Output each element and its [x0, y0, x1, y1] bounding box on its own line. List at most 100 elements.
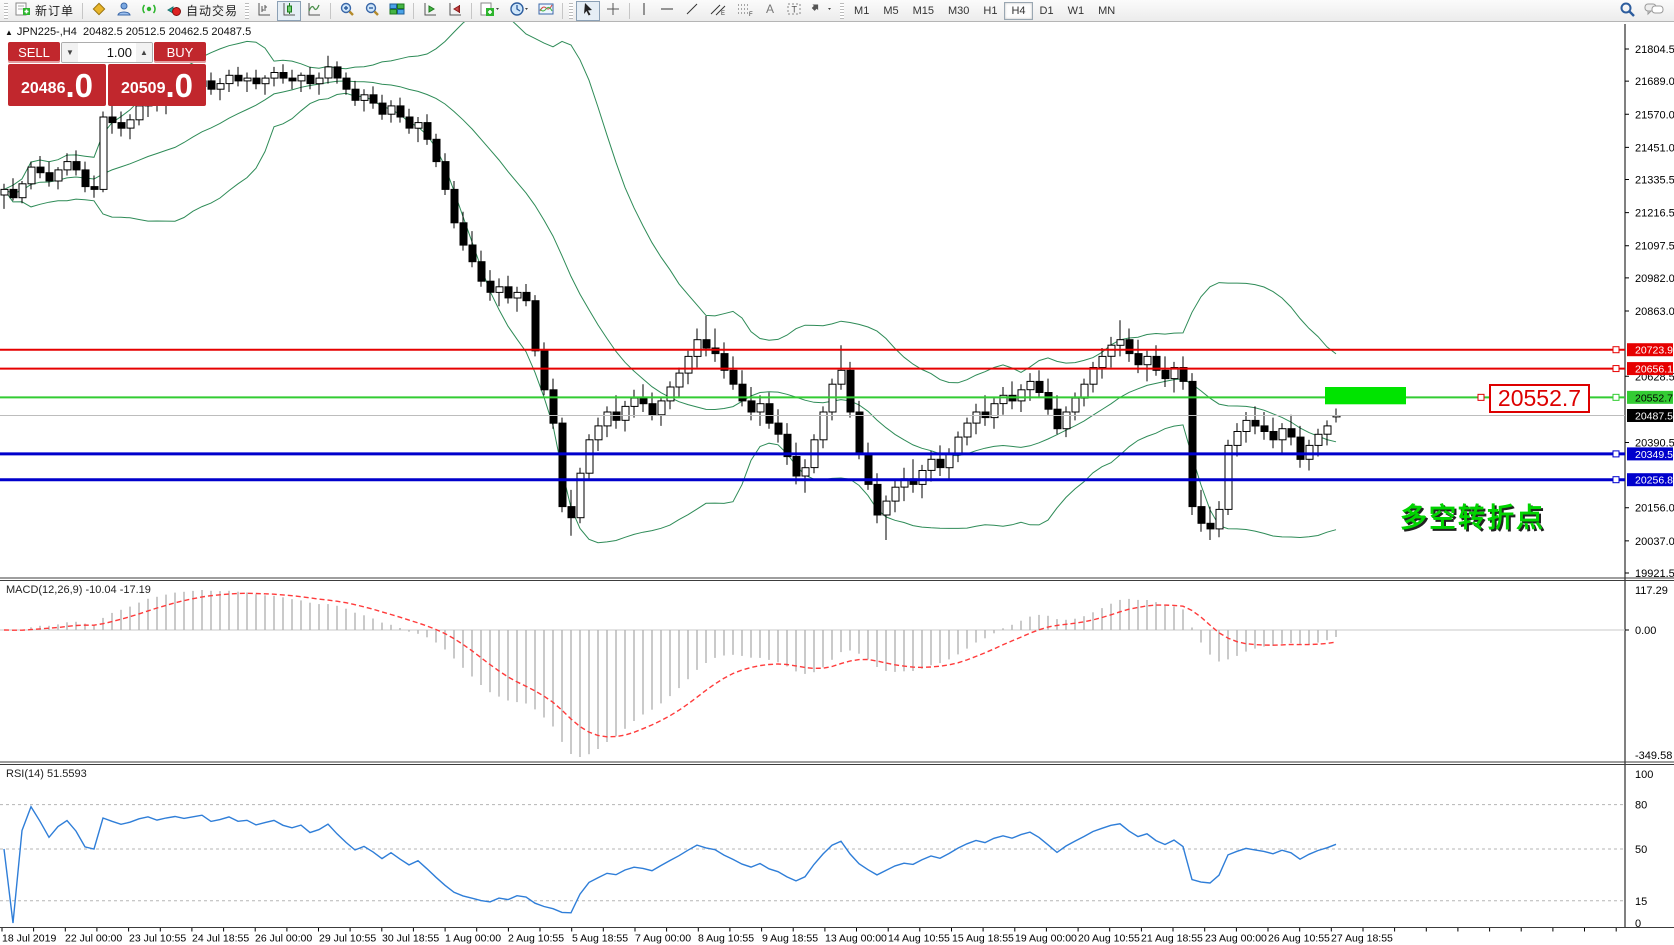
svg-text:30 Jul 18:55: 30 Jul 18:55	[382, 933, 439, 945]
svg-text:24 Jul 18:55: 24 Jul 18:55	[192, 933, 249, 945]
symbol-title: JPN225-,H4	[16, 26, 77, 38]
svg-text:A: A	[766, 2, 774, 16]
time-axis: 18 Jul 2019 22 Jul 00:00 23 Jul 10:55 24 Ju…	[1, 928, 1617, 945]
bar-chart-type-button[interactable]	[252, 1, 276, 21]
svg-text:-349.58: -349.58	[1635, 750, 1672, 762]
buy-button[interactable]: BUY	[154, 42, 206, 63]
rsi-indicator-label: RSI(14) 51.5593	[6, 768, 87, 780]
candlestick-type-button[interactable]	[277, 0, 302, 21]
gold-diamond-icon	[91, 1, 107, 20]
volume-decrease-button[interactable]: ▼	[62, 43, 78, 62]
buy-price[interactable]: 20509.0	[108, 64, 206, 106]
auto-scroll-button[interactable]	[418, 1, 442, 21]
buy-price-frac: .0	[165, 67, 194, 104]
volume-value[interactable]: 1.00	[106, 45, 132, 60]
sell-button[interactable]: SELL	[8, 42, 60, 63]
timeframe-toolbar: M1 M5 M15 M30 H1 H4 D1 W1 MN	[847, 1, 1122, 20]
svg-text:29 Jul 10:55: 29 Jul 10:55	[319, 933, 376, 945]
svg-text:0: 0	[1635, 918, 1641, 930]
svg-text:21097.5: 21097.5	[1635, 241, 1674, 253]
trendline-tool[interactable]	[680, 1, 704, 21]
tile-windows-button[interactable]	[385, 1, 409, 21]
separator	[330, 2, 332, 19]
timeframe-h4[interactable]: H4	[1004, 1, 1033, 20]
text-label-tool[interactable]: T	[782, 1, 806, 21]
channel-tool[interactable]: E	[705, 1, 731, 21]
horizontal-line-tool[interactable]	[655, 1, 679, 21]
timeframe-mn[interactable]: MN	[1091, 2, 1122, 20]
toolbar-grip[interactable]	[569, 2, 574, 19]
volume-stepper: ▼ 1.00 ▲	[61, 42, 153, 63]
templates-button[interactable]	[534, 1, 558, 21]
macd-indicator-label: MACD(12,26,9) -10.04 -17.19	[6, 584, 151, 596]
svg-text:21335.5: 21335.5	[1635, 175, 1674, 187]
chart-shift-button[interactable]	[443, 1, 467, 21]
market-watch-button[interactable]	[87, 1, 111, 21]
toolbar-grip[interactable]	[840, 2, 845, 19]
collapse-marker-icon[interactable]: ▲	[5, 28, 13, 37]
separator	[82, 2, 84, 19]
signal-icon	[141, 1, 157, 20]
timeframe-d1[interactable]: D1	[1033, 2, 1061, 20]
text-tool[interactable]: A	[759, 1, 781, 21]
svg-text:13 Aug 00:00: 13 Aug 00:00	[825, 933, 887, 945]
timeframe-m15[interactable]: M15	[906, 2, 941, 20]
svg-text:23 Jul 10:55: 23 Jul 10:55	[129, 933, 186, 945]
timeframe-m1[interactable]: M1	[847, 2, 876, 20]
candlestick-icon	[281, 1, 297, 20]
vertical-line-icon	[638, 1, 650, 20]
person-icon	[116, 1, 132, 20]
svg-text:21451.0: 21451.0	[1635, 142, 1674, 154]
new-order-label: 新订单	[35, 4, 75, 18]
svg-text:27 Aug 18:55: 27 Aug 18:55	[1331, 933, 1393, 945]
fibonacci-tool[interactable]: F	[732, 1, 758, 21]
svg-text:26 Jul 00:00: 26 Jul 00:00	[255, 933, 312, 945]
period-button[interactable]	[505, 1, 533, 21]
turning-point-annotation: 多空转折点	[1400, 503, 1545, 533]
zoom-in-button[interactable]	[335, 1, 359, 21]
svg-text:80: 80	[1635, 800, 1647, 812]
separator	[471, 2, 473, 19]
fibonacci-icon: F	[736, 1, 754, 20]
macd-panel: 117.29 0.00 -349.58	[0, 585, 1672, 762]
accounts-button[interactable]	[112, 1, 136, 21]
sell-price[interactable]: 20486.0	[8, 64, 106, 106]
crosshair-icon	[605, 1, 621, 20]
timeframe-m30[interactable]: M30	[941, 2, 976, 20]
svg-text:0.00: 0.00	[1635, 625, 1656, 637]
arrows-tool[interactable]	[807, 1, 837, 21]
svg-text:15 Aug 18:55: 15 Aug 18:55	[952, 933, 1014, 945]
toolbar: 新订单 自动交易 E F A T M1 M5 M15 M30 H1 H4 D1 W1 MN	[0, 0, 1674, 22]
autotrade-button[interactable]: 自动交易	[162, 1, 242, 21]
timeframe-m5[interactable]: M5	[876, 2, 905, 20]
cursor-button[interactable]	[576, 0, 601, 21]
chat-icon[interactable]	[1644, 1, 1664, 20]
svg-text:20256.8: 20256.8	[1635, 475, 1673, 487]
timeframe-h1[interactable]: H1	[976, 2, 1004, 20]
separator	[413, 2, 415, 19]
chart-canvas[interactable]: 21804.5 21689.0 21570.0 21451.0 21335.5 21216…	[0, 22, 1674, 945]
new-order-button[interactable]: 新订单	[11, 1, 78, 21]
chart-shift-icon	[447, 1, 463, 20]
crosshair-button[interactable]	[601, 1, 625, 21]
zoom-out-button[interactable]	[360, 1, 384, 21]
price-callout-box[interactable]: 20552.7	[1489, 384, 1590, 413]
chart-title: ▲ JPN225-,H4 20482.5 20512.5 20462.5 2048…	[5, 26, 251, 38]
price-axis: 21804.5 21689.0 21570.0 21451.0 21335.5 21216…	[1624, 24, 1674, 928]
signals-button[interactable]	[137, 1, 161, 21]
new-chart-button[interactable]	[476, 1, 504, 21]
svg-text:50: 50	[1635, 844, 1647, 856]
text-A-icon: A	[763, 1, 777, 20]
vertical-line-tool[interactable]	[634, 1, 654, 21]
horizontal-lines[interactable]: 20723.9 20656.1 20552.7 20487.5 20349.5 20256…	[0, 343, 1673, 487]
svg-text:21216.5: 21216.5	[1635, 208, 1674, 220]
line-chart-type-button[interactable]	[302, 1, 326, 21]
svg-text:8 Aug 10:55: 8 Aug 10:55	[698, 933, 754, 945]
timeframe-w1[interactable]: W1	[1061, 2, 1092, 20]
highlight-rectangle[interactable]	[1325, 387, 1406, 405]
toolbar-grip[interactable]	[245, 2, 250, 19]
volume-increase-button[interactable]: ▲	[136, 43, 152, 62]
toolbar-grip[interactable]	[4, 2, 8, 19]
sell-price-frac: .0	[65, 67, 94, 104]
search-icon[interactable]	[1619, 1, 1636, 21]
